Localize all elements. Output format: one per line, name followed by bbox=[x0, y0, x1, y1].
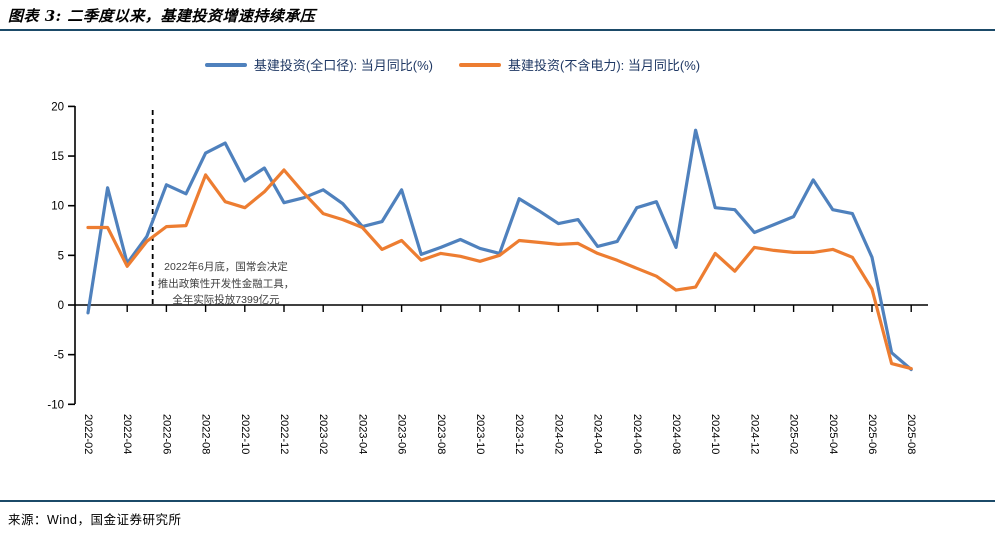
x-tick-label: 2024-04 bbox=[592, 414, 604, 454]
page-title: 图表 3: 二季度以来，基建投资增速持续承压 bbox=[8, 7, 316, 25]
chart-legend: 基建投资(全口径): 当月同比(%) 基建投资(不含电力): 当月同比(%) bbox=[0, 55, 905, 74]
x-tick-label: 2022-10 bbox=[239, 414, 251, 454]
y-tick-label: 5 bbox=[58, 250, 64, 262]
legend-label: 基建投资(不含电力): 当月同比(%) bbox=[508, 58, 701, 73]
x-tick-label: 2023-02 bbox=[317, 414, 329, 454]
x-tick-label: 2022-02 bbox=[82, 414, 94, 454]
x-tick-label: 2022-06 bbox=[160, 414, 172, 454]
footer-divider bbox=[0, 500, 995, 502]
y-tick-label: 20 bbox=[51, 101, 64, 113]
x-tick-label: 2024-10 bbox=[709, 414, 721, 454]
x-tick-label: 2024-06 bbox=[631, 414, 643, 454]
source-note: 来源：Wind，国金证券研究所 bbox=[8, 513, 182, 527]
x-tick-label: 2022-04 bbox=[121, 414, 133, 454]
y-tick-label: 15 bbox=[51, 151, 64, 163]
x-tick-label: 2024-02 bbox=[552, 414, 564, 454]
title-divider bbox=[0, 29, 995, 31]
legend-item-ex-power: 基建投资(不含电力): 当月同比(%) bbox=[459, 55, 700, 74]
x-tick-label: 2023-10 bbox=[474, 414, 486, 454]
x-tick-label: 2022-08 bbox=[200, 414, 212, 454]
legend-line-swatch-orange bbox=[459, 62, 501, 67]
x-tick-label: 2025-04 bbox=[827, 414, 839, 454]
y-tick-label: 10 bbox=[51, 201, 64, 213]
annotation-line-1: 2022年6月底，国常会决定 bbox=[164, 260, 288, 273]
x-tick-label: 2025-02 bbox=[788, 414, 800, 454]
legend-line-swatch-blue bbox=[204, 62, 247, 67]
legend-item-full-scope: 基建投资(全口径): 当月同比(%) bbox=[204, 55, 433, 74]
x-tick-label: 2025-06 bbox=[866, 414, 878, 454]
x-tick-label: 2022-12 bbox=[278, 414, 290, 454]
x-tick-label: 2024-08 bbox=[670, 414, 682, 454]
x-tick-label: 2023-08 bbox=[435, 414, 447, 454]
x-tick-label: 2023-12 bbox=[513, 414, 525, 454]
x-tick-label: 2024-12 bbox=[748, 414, 760, 454]
y-tick-label: 0 bbox=[58, 300, 64, 312]
series-line-ex-power bbox=[86, 168, 913, 371]
x-tick-label: 2023-06 bbox=[396, 414, 408, 454]
y-tick-label: -5 bbox=[54, 350, 64, 362]
legend-label: 基建投资(全口径): 当月同比(%) bbox=[253, 58, 433, 73]
annotation-line-3: 全年实际投放7399亿元 bbox=[172, 293, 280, 306]
y-tick-label: -10 bbox=[47, 399, 64, 411]
x-tick-label: 2023-04 bbox=[356, 414, 368, 454]
series-line-full-scope bbox=[86, 128, 913, 372]
annotation-line-2: 推出政策性开发性金融工具， bbox=[158, 277, 295, 290]
x-tick-label: 2025-08 bbox=[905, 414, 917, 454]
